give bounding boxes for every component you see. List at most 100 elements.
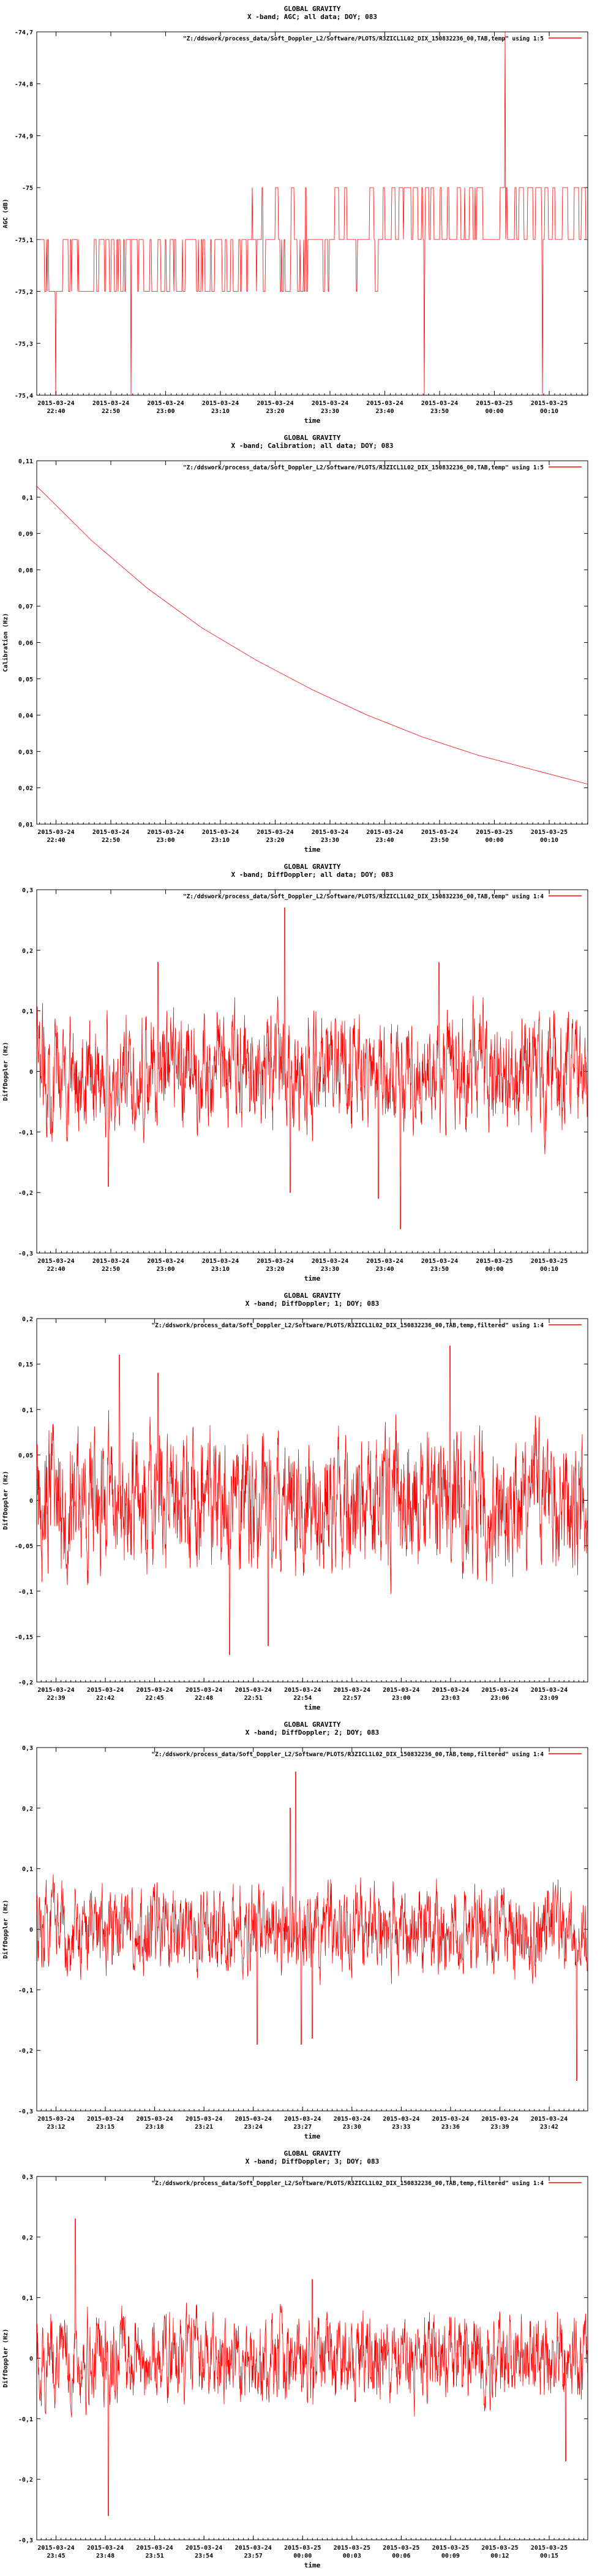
x-tick-label-time: 00:10 <box>540 1266 558 1273</box>
x-tick-label-time: 22:45 <box>146 1695 164 1702</box>
y-tick-label: 0,09 <box>18 531 33 538</box>
y-tick-label: 0,2 <box>22 1806 33 1813</box>
chart-title: GLOBAL GRAVITY <box>284 2150 341 2157</box>
y-tick-label: 0,1 <box>22 1407 33 1414</box>
x-tick-label-date: 2015-03-24 <box>202 1258 239 1265</box>
x-tick-label-time: 23:50 <box>430 1266 449 1273</box>
x-tick-label-time: 00:06 <box>392 2553 410 2559</box>
x-tick-label-date: 2015-03-25 <box>432 2545 469 2551</box>
x-tick-label-date: 2015-03-24 <box>383 2116 419 2123</box>
x-tick-label-date: 2015-03-24 <box>147 1258 184 1265</box>
x-tick-label-time: 23:30 <box>321 408 339 415</box>
x-tick-label-date: 2015-03-25 <box>531 829 568 836</box>
x-tick-label-time: 23:10 <box>211 1266 230 1273</box>
x-tick-label-time: 23:10 <box>211 837 230 844</box>
x-tick-label-time: 00:09 <box>441 2553 460 2559</box>
x-tick-label-time: 22:50 <box>102 1266 120 1273</box>
x-tick-label-date: 2015-03-24 <box>366 829 403 836</box>
y-tick-label: -0,1 <box>18 1129 33 1136</box>
series-line <box>37 32 588 395</box>
x-tick-label-date: 2015-03-24 <box>37 1258 74 1265</box>
x-tick-label-date: 2015-03-24 <box>136 2545 173 2551</box>
x-tick-label-date: 2015-03-24 <box>312 1258 348 1265</box>
x-tick-label-date: 2015-03-24 <box>92 1258 129 1265</box>
x-tick-label-time: 23:03 <box>441 1695 460 1702</box>
chart-subtitle: X -band; Calibration; all data; DOY; 083 <box>231 442 394 450</box>
y-axis-label: DiffDoppler (Hz) <box>2 2328 9 2387</box>
x-tick-label-date: 2015-03-24 <box>136 1687 173 1694</box>
x-tick-label-time: 22:50 <box>102 837 120 844</box>
y-tick-label: 0,3 <box>22 887 33 894</box>
x-tick-label-date: 2015-03-24 <box>432 2116 469 2123</box>
x-tick-label-time: 22:57 <box>343 1695 361 1702</box>
x-tick-label-date: 2015-03-24 <box>284 2116 321 2123</box>
x-tick-label-date: 2015-03-24 <box>37 1687 74 1694</box>
y-tick-label: -74,8 <box>15 81 33 88</box>
x-tick-label-time: 00:00 <box>485 837 503 844</box>
x-tick-label-date: 2015-03-25 <box>476 400 512 407</box>
x-tick-label-date: 2015-03-24 <box>432 1687 469 1694</box>
x-tick-label-date: 2015-03-24 <box>136 2116 173 2123</box>
y-tick-label: 0,08 <box>18 567 33 574</box>
x-tick-label-time: 23:33 <box>392 2124 410 2131</box>
series-line <box>37 1771 588 2081</box>
y-tick-label: -0,3 <box>18 2537 33 2544</box>
y-tick-label: 0,1 <box>22 1009 33 1015</box>
x-tick-label-time: 23:50 <box>430 837 449 844</box>
x-tick-label-time: 23:12 <box>47 2124 65 2131</box>
x-tick-label-date: 2015-03-24 <box>37 829 74 836</box>
x-tick-label-date: 2015-03-24 <box>186 2545 222 2551</box>
x-tick-label-time: 23:21 <box>195 2124 213 2131</box>
x-tick-label-date: 2015-03-24 <box>531 2116 568 2123</box>
x-tick-label-time: 23:30 <box>321 837 339 844</box>
x-tick-label-date: 2015-03-24 <box>235 1687 272 1694</box>
chart-title: GLOBAL GRAVITY <box>284 5 341 13</box>
x-tick-label-date: 2015-03-25 <box>476 1258 512 1265</box>
legend-label: "Z:/ddswork/process_data/Soft_Doppler_L2… <box>183 36 544 42</box>
series-line <box>37 486 588 785</box>
x-tick-label-time: 23:00 <box>156 1266 174 1273</box>
x-tick-label-time: 23:27 <box>293 2124 312 2131</box>
x-tick-label-date: 2015-03-24 <box>284 1687 321 1694</box>
x-tick-label-date: 2015-03-24 <box>334 2116 370 2123</box>
x-tick-label-date: 2015-03-24 <box>383 1687 419 1694</box>
x-tick-label-date: 2015-03-24 <box>87 1687 124 1694</box>
x-tick-label-time: 23:00 <box>392 1695 410 1702</box>
x-tick-label-date: 2015-03-25 <box>284 2545 321 2551</box>
x-tick-label-time: 22:54 <box>293 1695 312 1702</box>
x-tick-label-time: 23:57 <box>244 2553 263 2559</box>
x-axis-label: time <box>304 1703 321 1711</box>
y-tick-label: -75 <box>22 185 33 192</box>
x-tick-label-time: 22:40 <box>47 837 65 844</box>
y-tick-label: 0,01 <box>18 822 33 828</box>
y-tick-label: -75,2 <box>15 289 33 296</box>
x-tick-label-time: 23:42 <box>540 2124 558 2131</box>
x-tick-label-date: 2015-03-25 <box>531 2545 568 2551</box>
chart-subtitle: X -band; DiffDoppler; 2; DOY; 083 <box>246 1729 380 1737</box>
x-tick-label-date: 2015-03-24 <box>202 400 239 407</box>
y-tick-label: 0,02 <box>18 786 33 792</box>
x-tick-label-time: 22:40 <box>47 1266 65 1273</box>
y-tick-label: 0,1 <box>22 494 33 501</box>
x-tick-label-date: 2015-03-24 <box>312 829 348 836</box>
x-tick-label-time: 00:15 <box>540 2553 558 2559</box>
plot-frame <box>36 460 588 825</box>
y-tick-label: -74,9 <box>15 133 33 140</box>
y-tick-label: 0,05 <box>18 1452 33 1459</box>
series-line <box>37 907 588 1229</box>
x-tick-label-date: 2015-03-24 <box>257 400 293 407</box>
x-tick-label-date: 2015-03-24 <box>186 1687 222 1694</box>
legend-label: "Z:/ddswork/process_data/Soft_Doppler_L2… <box>183 893 544 900</box>
x-tick-label-date: 2015-03-24 <box>202 829 239 836</box>
y-tick-label: -75,1 <box>15 237 33 244</box>
x-tick-label-time: 23:15 <box>96 2124 114 2131</box>
x-tick-label-time: 00:00 <box>485 408 503 415</box>
x-tick-label-time: 23:40 <box>375 408 394 415</box>
x-tick-label-date: 2015-03-24 <box>366 400 403 407</box>
